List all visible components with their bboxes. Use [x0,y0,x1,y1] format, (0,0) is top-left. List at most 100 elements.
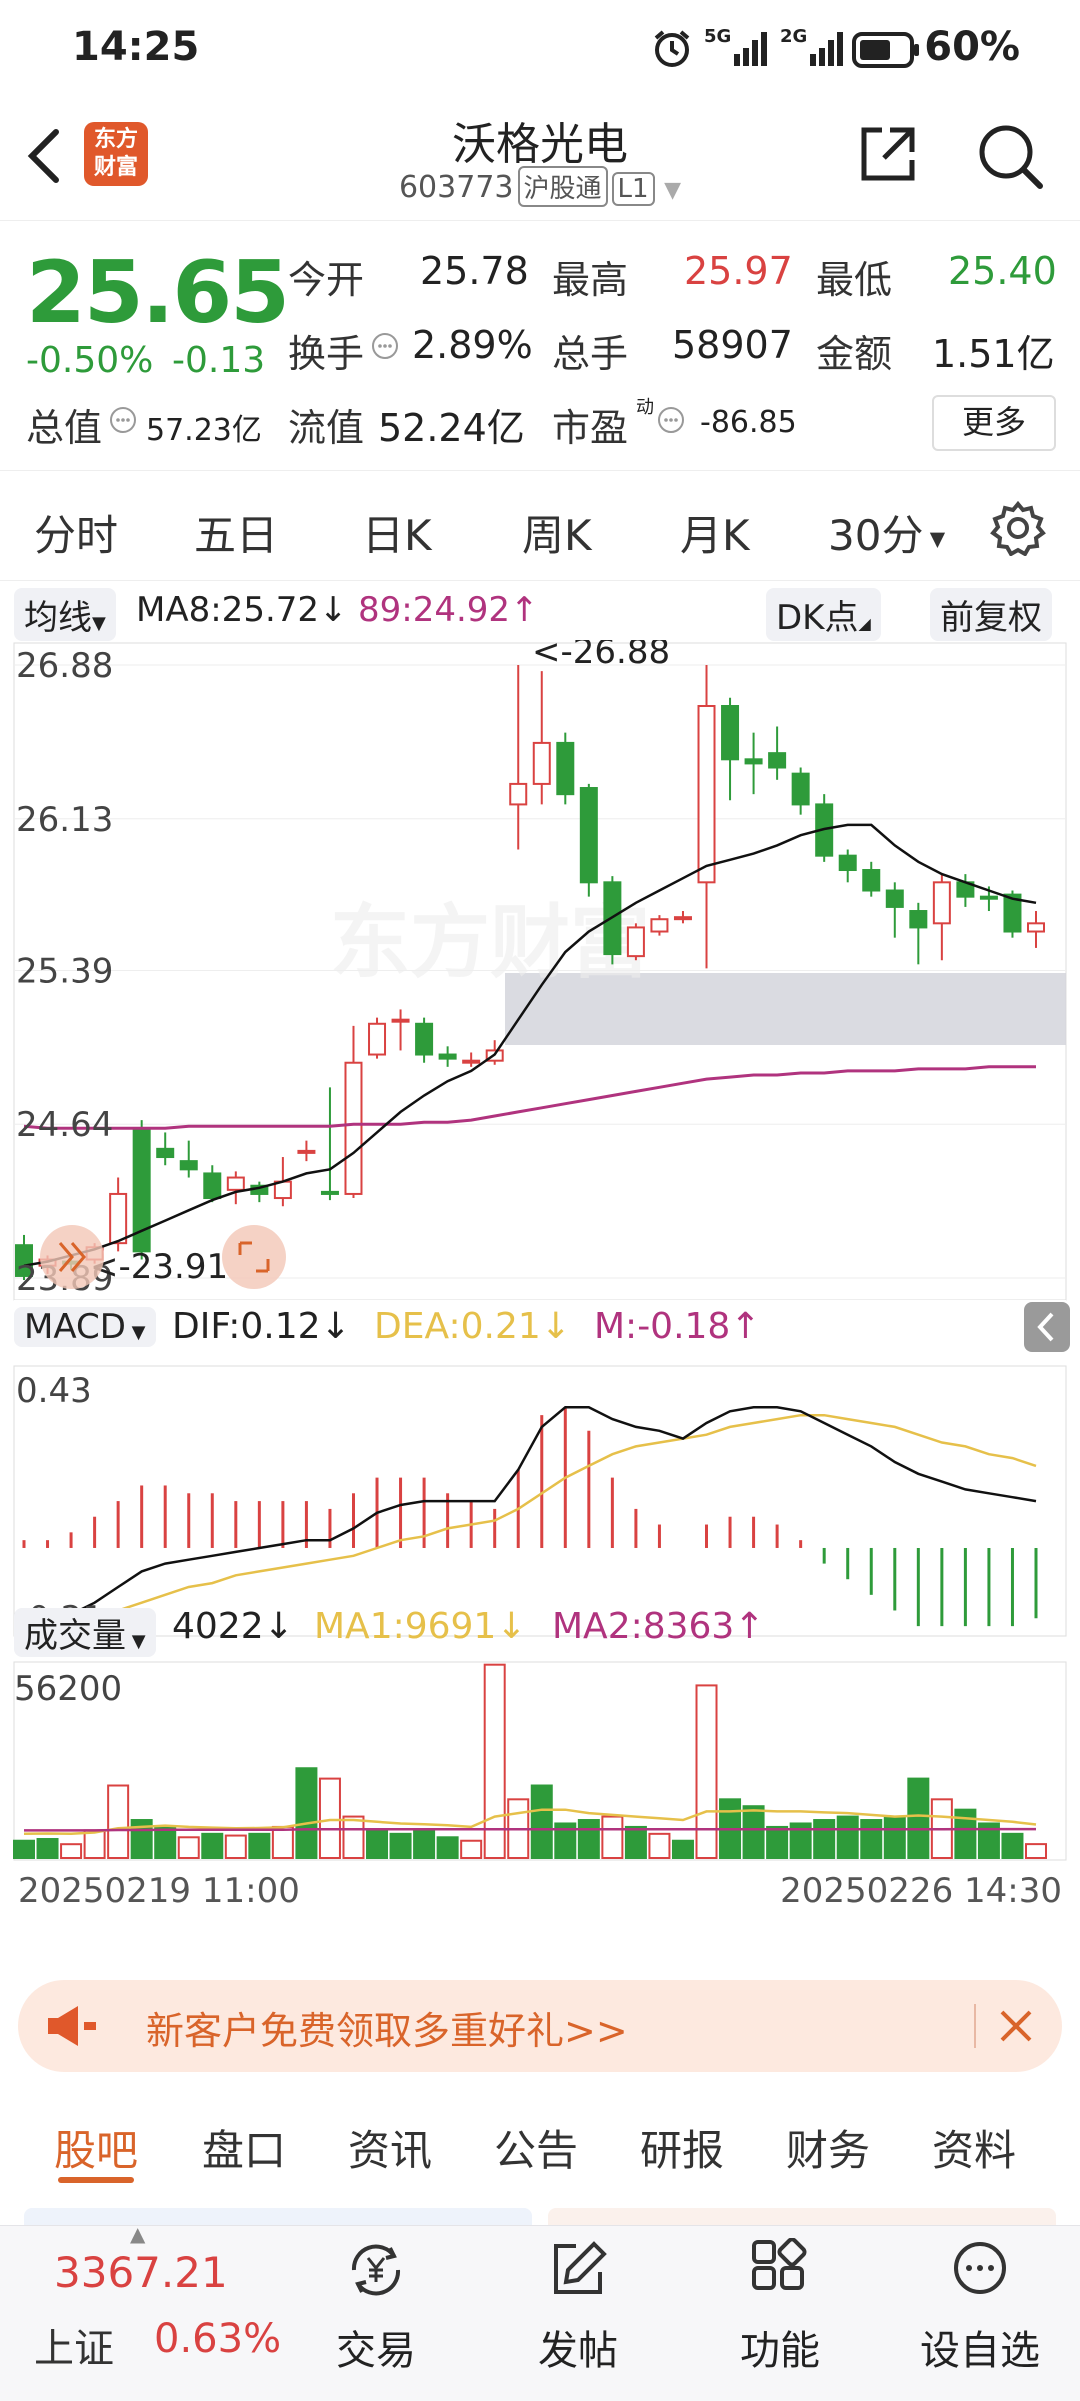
info-icon[interactable] [370,331,400,365]
tab-five-day[interactable]: 五日 [194,511,279,560]
candle-body [979,895,998,900]
tab-guba[interactable]: 股吧 [54,2126,139,2175]
tab-30min[interactable]: 30分 ▼ [828,511,946,560]
more-button[interactable]: 更多 [932,395,1056,451]
back-button[interactable] [20,126,68,190]
volume-bar [107,1784,130,1860]
macd-histogram [22,1407,1038,1627]
vol-ma1-line [23,1808,1037,1836]
dk-zone [505,973,1066,1045]
close-icon[interactable] [988,1998,1044,2058]
dea-readout: DEA:0.21↓ [374,1306,571,1347]
pe-value: -86.85 [700,405,797,440]
tab-profile[interactable]: 资料 [932,2126,1017,2175]
volume-select[interactable]: 成交量 ▼ [14,1608,156,1657]
volume-bar [1001,1832,1024,1860]
index-change[interactable]: 0.63% [154,2316,282,2362]
share-icon[interactable] [856,122,920,190]
candle-body [15,1244,33,1277]
functions-button[interactable]: 功能 [710,2237,850,2398]
vol-ma1-readout: MA1:9691↓ [314,1606,527,1647]
app-logo: 东方 财富 [84,122,148,186]
stock-header: 东方 财富 沃格光电 603773 沪股通 L1 ▼ [0,100,1080,221]
post-card-left[interactable] [24,2208,532,2228]
stock-code-line[interactable]: 603773 沪股通 L1 ▼ [0,166,1080,207]
candle-body [650,918,669,933]
battery-icon [852,30,920,74]
volume-bar [789,1822,812,1860]
candle-body [626,926,645,958]
dk-button[interactable]: DK点◢ [766,588,881,641]
promo-banner[interactable]: 新客户免费领取多重好礼>> [18,1980,1062,2072]
change-percent: -0.50% [26,340,154,381]
quote-panel: 25.65 -0.50% -0.13 今开 25.78 最高 25.97 最低 … [0,225,1080,471]
volume-bar [483,1663,506,1860]
low-label: 最低 [816,258,893,302]
volume-bar [366,1829,389,1860]
current-price: 25.65 [26,243,290,343]
bottom-nav: ▲ 3367.21 上证 0.63% 交易 发帖 功能 设自选 [0,2222,1080,2401]
add-watchlist-button[interactable]: 设自选 [910,2238,1050,2398]
collapse-tab[interactable] [1024,1302,1070,1352]
info-icon[interactable] [656,405,686,439]
tab-pankou[interactable]: 盘口 [202,2126,287,2175]
volume-bar [577,1819,600,1859]
volume-bar [977,1822,1000,1860]
volume-ma-lines [23,1808,1037,1836]
post-label: 发帖 [538,2328,618,2374]
caret-up-icon[interactable]: ▲ [130,2222,146,2246]
tab-finance[interactable]: 财务 [786,2126,871,2175]
volume-bar [742,1805,765,1859]
volume-bar [413,1829,436,1860]
post-card-right[interactable] [548,2208,1056,2228]
candles [15,665,1045,1281]
volume-bar [295,1767,318,1860]
candle-body [838,854,857,872]
tab-research[interactable]: 研报 [640,2126,725,2175]
post-button[interactable]: 发帖 [508,2238,648,2398]
trade-button[interactable]: 交易 [306,2238,446,2398]
fullscreen-icon[interactable] [222,1225,286,1289]
date-end: 20250226 14:30 [780,1871,1062,1911]
tab-intraday[interactable]: 分时 [34,511,119,560]
more-dots-icon [954,2242,1006,2294]
volume-bar [883,1815,906,1860]
candle-body [885,889,904,908]
macd-select[interactable]: MACD ▼ [14,1307,156,1347]
signal-2g-icon: 2G [780,26,850,74]
tab-daily-k[interactable]: 日K [362,511,432,560]
candle-body [509,782,528,806]
tab-monthly-k[interactable]: 月K [680,511,750,560]
candle-body [344,1061,363,1195]
volume-label: 总手 [552,332,629,376]
volume-readout: 4022↓ [172,1606,294,1647]
volume-bar [224,1834,247,1859]
volume-bar [389,1832,412,1860]
expand-left-icon[interactable] [40,1225,104,1289]
index-name[interactable]: 上证 [34,2326,114,2372]
date-start: 20250219 11:00 [18,1871,300,1911]
tab-announcements[interactable]: 公告 [494,2126,579,2175]
volume-bar [601,1815,624,1860]
megaphone-icon [44,2002,98,2054]
ma8-readout: MA8:25.72↓ [136,590,348,630]
gear-icon[interactable] [990,500,1046,560]
volume-bar [201,1832,224,1860]
macd-frame [13,1365,1067,1637]
candle-body [862,869,881,892]
battery-level: 60% [924,24,1020,70]
volume-bar [860,1819,883,1859]
tab-news[interactable]: 资讯 [348,2126,433,2175]
volume-bar [907,1777,930,1859]
index-value[interactable]: 3367.21 [54,2248,228,2297]
tab-weekly-k[interactable]: 周K [522,511,592,560]
info-icon[interactable] [108,405,138,439]
dif-readout: DIF:0.12↓ [172,1306,351,1347]
volume-bar [554,1822,577,1860]
alarm-icon [650,26,694,74]
adjust-button[interactable]: 前复权 [930,588,1052,641]
indicator-select[interactable]: 均线▼ [14,588,116,641]
volume-bar [1025,1843,1047,1859]
search-icon[interactable] [976,122,1044,194]
